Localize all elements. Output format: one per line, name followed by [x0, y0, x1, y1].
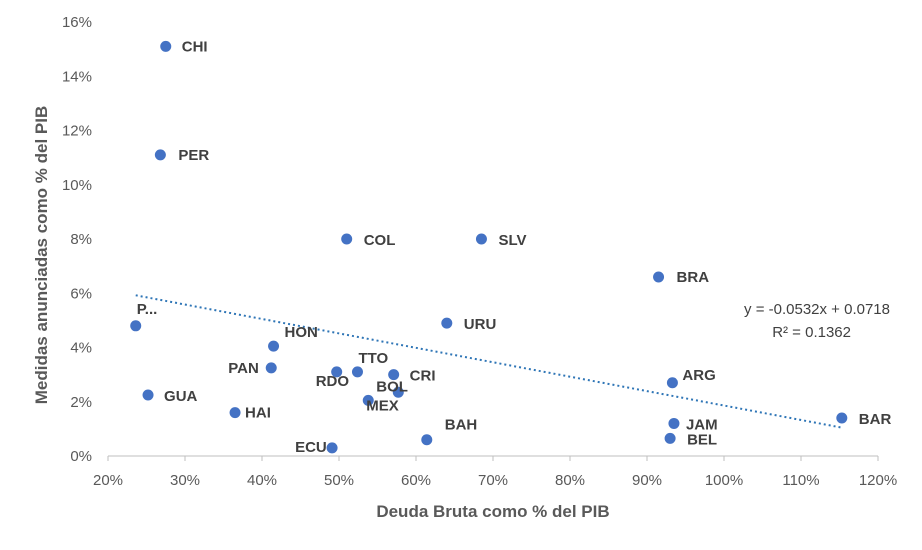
point-label-6: P... — [137, 301, 158, 318]
y-tick-label: 2% — [70, 394, 92, 411]
data-point-9 — [351, 366, 363, 378]
point-label-7: HON — [285, 324, 318, 341]
y-tick-label: 14% — [62, 68, 92, 85]
data-point-0 — [160, 40, 172, 52]
data-point-4 — [653, 271, 665, 283]
data-point-13 — [392, 386, 404, 398]
point-label-10: RDO — [316, 373, 350, 390]
x-tick-label: 30% — [170, 472, 200, 489]
x-tick-label: 20% — [93, 472, 123, 489]
trendline-r-squared: R² = 0.1362 — [772, 324, 851, 341]
x-tick-label: 50% — [324, 472, 354, 489]
data-point-20 — [421, 434, 433, 446]
x-tick-label: 110% — [782, 472, 819, 489]
y-tick-label: 4% — [70, 340, 92, 357]
x-tick-label: 80% — [555, 472, 585, 489]
data-point-5 — [441, 317, 453, 329]
data-point-14 — [142, 389, 154, 401]
data-point-16 — [229, 407, 241, 419]
y-tick-label: 10% — [62, 177, 92, 194]
x-tick-label: 100% — [705, 472, 743, 489]
point-label-16: HAI — [245, 405, 271, 422]
y-tick-label: 8% — [70, 231, 92, 248]
point-label-8: PAN — [228, 360, 259, 377]
x-axis-title: Deuda Bruta como % del PIB — [376, 502, 609, 521]
data-point-2 — [341, 233, 353, 245]
data-point-21 — [326, 442, 338, 454]
x-tick-label: 70% — [478, 472, 508, 489]
points-layer — [130, 40, 848, 454]
point-label-20: BAH — [445, 417, 478, 434]
point-labels-layer: CHI PER COL SLV BRA URU P... HON PAN TTO RDO CRI ARG… — [137, 38, 892, 455]
data-point-8 — [265, 362, 277, 374]
point-label-2: COL — [364, 232, 396, 249]
trendline-equation: y = -0.0532x + 0.0718 — [744, 301, 890, 318]
point-label-21: ECU — [295, 439, 327, 456]
point-label-13: BOL — [376, 378, 408, 395]
point-label-17: BAR — [859, 411, 892, 428]
x-tick-label: 60% — [401, 472, 431, 489]
point-label-9: TTO — [358, 350, 388, 367]
data-point-6 — [130, 320, 142, 332]
point-label-18: JAM — [686, 416, 718, 433]
x-tick-label: 40% — [247, 472, 277, 489]
data-point-17 — [836, 412, 848, 424]
point-label-14: GUA — [164, 388, 198, 405]
data-point-10 — [331, 366, 343, 378]
data-point-3 — [475, 233, 487, 245]
data-point-7 — [268, 340, 280, 352]
point-label-4: BRA — [677, 269, 710, 286]
point-label-1: PER — [178, 147, 209, 164]
data-point-1 — [154, 149, 166, 161]
data-point-18 — [668, 417, 680, 429]
point-label-5: URU — [464, 316, 497, 333]
point-label-15: MEX — [366, 397, 399, 414]
point-label-12: ARG — [682, 367, 715, 384]
data-point-11 — [388, 369, 400, 381]
y-axis-title: Medidas anunciadas como % del PIB — [32, 106, 51, 405]
data-point-12 — [666, 377, 678, 389]
point-label-11: CRI — [410, 368, 436, 385]
y-tick-label: 12% — [62, 123, 92, 140]
axis-layer: 0% 2% 4% 6% 8% 10% 12% 14% 16% 20% 30% 40% 50% 60% 70%… — [62, 14, 897, 489]
y-tick-label: 16% — [62, 14, 92, 31]
point-label-19: BEL — [687, 431, 717, 448]
x-tick-label: 90% — [632, 472, 662, 489]
x-tick-label: 120% — [859, 472, 897, 489]
y-tick-label: 6% — [70, 285, 92, 302]
point-label-0: CHI — [182, 38, 208, 55]
point-label-3: SLV — [498, 232, 526, 249]
data-point-15 — [362, 394, 374, 406]
y-tick-label: 0% — [70, 448, 92, 465]
data-point-19 — [664, 432, 676, 444]
